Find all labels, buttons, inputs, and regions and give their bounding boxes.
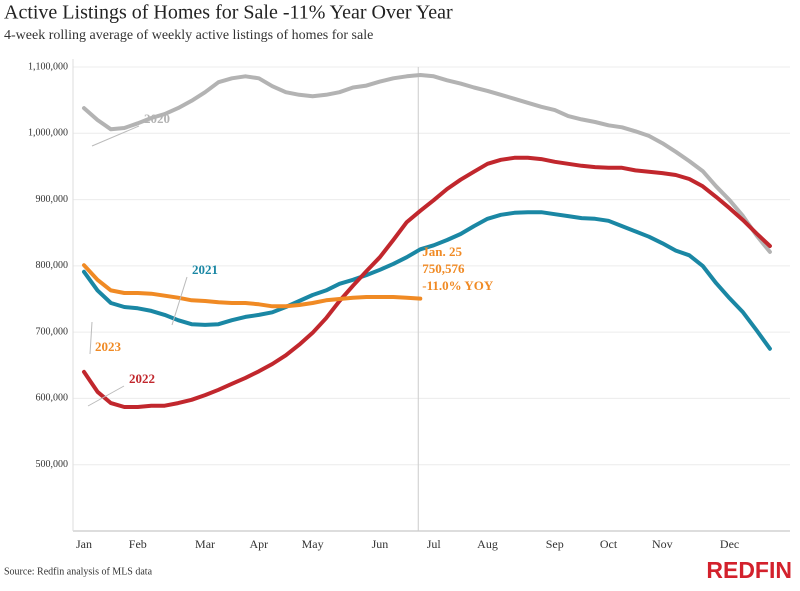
chart-title: Active Listings of Homes for Sale -11% Y…	[4, 2, 453, 24]
label-connector	[91, 125, 140, 147]
x-tick-label: Jul	[427, 537, 442, 551]
series-line	[82, 210, 772, 351]
series-line	[82, 155, 772, 409]
brand-logo: REDFIN	[706, 557, 792, 583]
chart-subtitle: 4-week rolling average of weekly active …	[4, 28, 373, 43]
series-label: 2021	[192, 262, 218, 277]
label-connector	[87, 385, 125, 407]
y-tick-label: 1,000,000	[28, 128, 68, 139]
annotation: Jan. 25	[422, 244, 462, 259]
x-tick-label: Oct	[600, 537, 618, 551]
series-label: 2022	[129, 371, 155, 386]
y-tick-label: 500,000	[36, 459, 69, 470]
series-line	[82, 73, 772, 254]
x-tick-label: May	[302, 537, 324, 551]
label-connector	[89, 321, 93, 355]
x-tick-label: Mar	[195, 537, 215, 551]
source-note: Source: Redfin analysis of MLS data	[4, 566, 153, 577]
y-tick-label: 900,000	[36, 194, 69, 205]
y-tick-label: 1,100,000	[28, 61, 68, 72]
label-connector	[171, 276, 188, 326]
series-line	[82, 263, 423, 309]
x-tick-label: Apr	[250, 537, 269, 551]
series-label: 2020	[144, 111, 170, 126]
y-tick-label: 700,000	[36, 326, 69, 337]
x-tick-label: Nov	[652, 537, 673, 551]
x-tick-label: Aug	[477, 537, 498, 551]
annotation: -11.0% YOY	[422, 278, 494, 293]
x-tick-label: Feb	[129, 537, 147, 551]
x-tick-label: Dec	[720, 537, 739, 551]
y-tick-label: 600,000	[36, 393, 69, 404]
series-label: 2023	[95, 339, 122, 354]
x-tick-label: Jun	[372, 537, 389, 551]
x-tick-label: Sep	[546, 537, 564, 551]
annotation: 750,576	[422, 261, 465, 276]
y-tick-label: 800,000	[36, 260, 69, 271]
x-tick-label: Jan	[76, 537, 92, 551]
